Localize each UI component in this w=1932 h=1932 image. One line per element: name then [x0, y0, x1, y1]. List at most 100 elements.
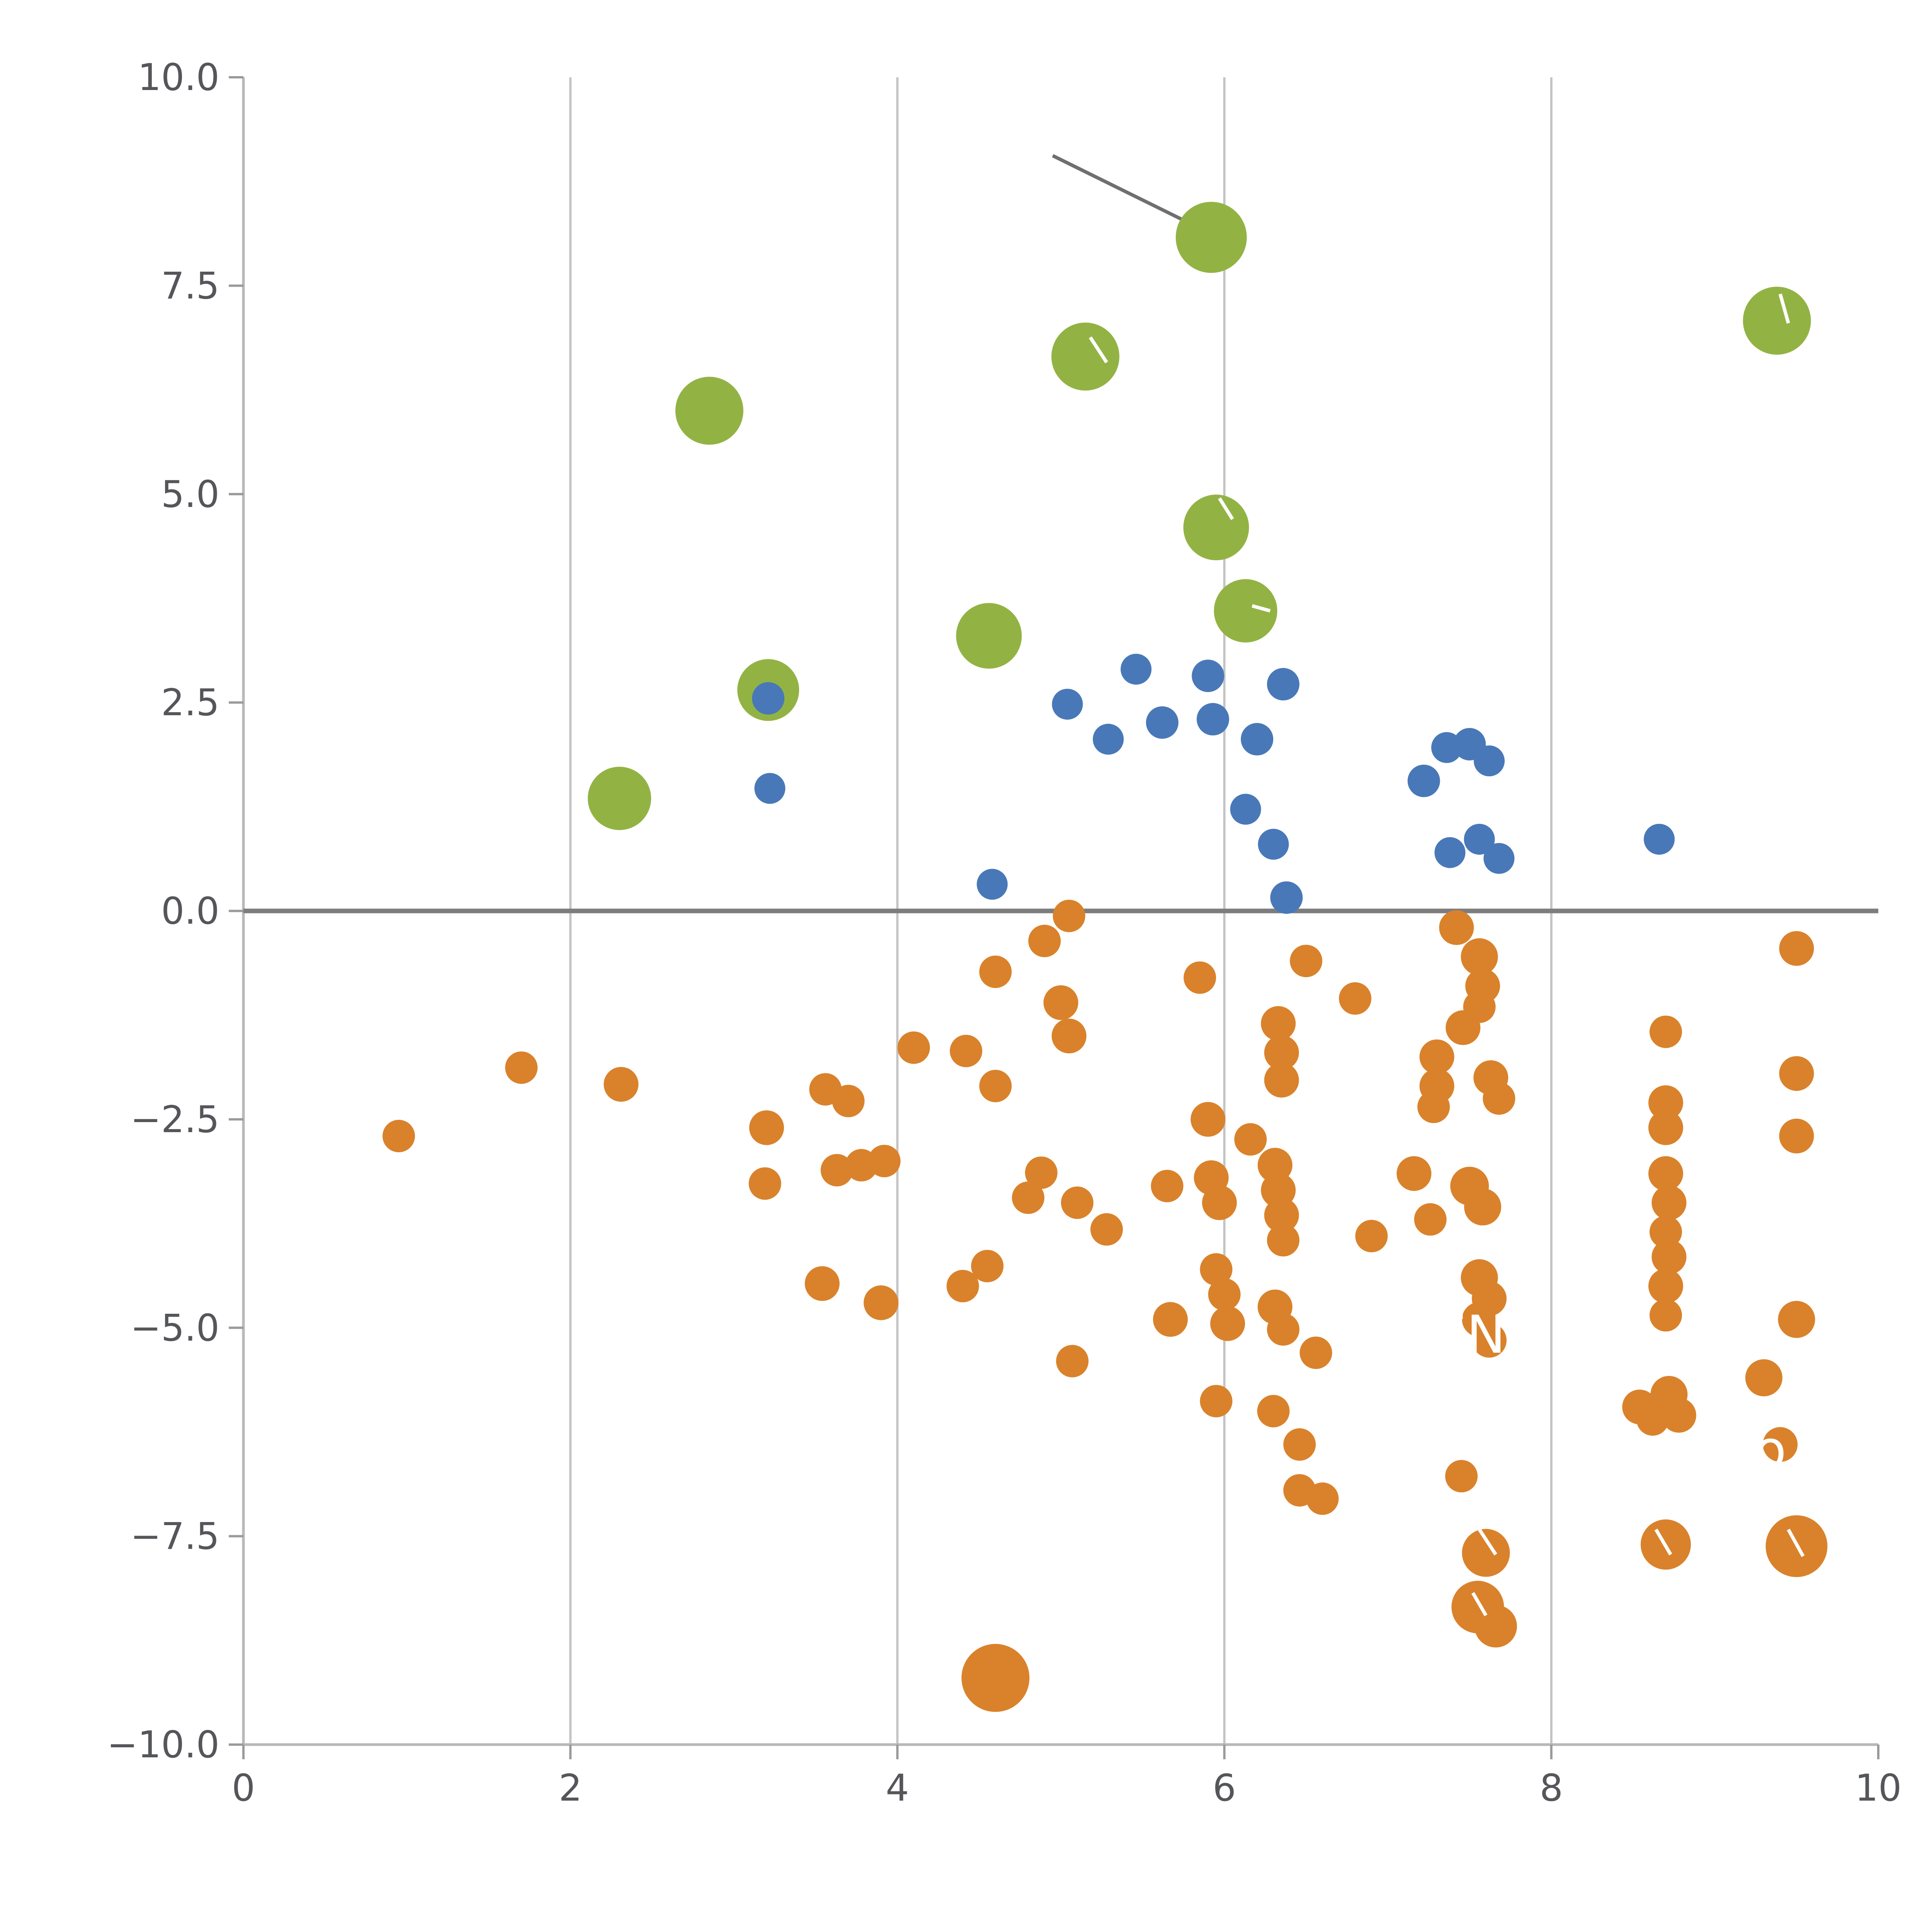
orange-point [1264, 1063, 1299, 1098]
orange-point [1028, 925, 1061, 957]
blue-point [1483, 843, 1515, 874]
orange-point [1778, 1301, 1815, 1338]
y-tick-label: −10.0 [107, 1724, 219, 1766]
blue-point [976, 869, 1008, 900]
orange-point [1061, 1186, 1094, 1219]
orange-point [1649, 1216, 1682, 1248]
x-tick-label: 8 [1540, 1767, 1563, 1810]
orange-point [1202, 1185, 1237, 1220]
orange-point [1651, 1185, 1687, 1220]
orange-point [1355, 1219, 1388, 1252]
orange-point [1648, 1156, 1683, 1191]
x-tick-label: 4 [886, 1767, 909, 1810]
orange-point [820, 1154, 853, 1187]
orange-point [1648, 1269, 1683, 1304]
orange-point [1445, 1460, 1478, 1493]
y-tick-label: 10.0 [138, 56, 219, 99]
blue-point [1093, 724, 1124, 755]
orange-point [868, 1145, 901, 1177]
orange-point [1208, 1278, 1241, 1311]
y-tick-label: −5.0 [130, 1307, 219, 1349]
blue-point [1258, 828, 1289, 860]
x-tick-label: 0 [232, 1767, 255, 1810]
orange-point [1151, 1170, 1184, 1202]
white-mark [1088, 336, 1108, 364]
orange-point [749, 1110, 784, 1145]
orange-point [1257, 1395, 1290, 1427]
orange-point [971, 1250, 1004, 1282]
y-tick-label: −2.5 [130, 1099, 219, 1141]
blue-point [1052, 689, 1083, 720]
x-tick-label: 2 [559, 1767, 582, 1810]
blue-point [1464, 823, 1495, 855]
orange-point [1053, 900, 1085, 932]
orange-point [1056, 1345, 1089, 1378]
white-mark [1654, 1529, 1672, 1556]
orange-point [1153, 1302, 1188, 1337]
orange-point [979, 1070, 1012, 1102]
orange-point [950, 1034, 983, 1067]
orange-point [1439, 910, 1474, 945]
orange-point [1417, 1090, 1450, 1123]
blue-point [1146, 706, 1179, 739]
orange-point [1396, 1156, 1432, 1191]
orange-point [1267, 1224, 1299, 1257]
y-tick-label: −7.5 [130, 1515, 219, 1558]
x-tick-label: 6 [1213, 1767, 1236, 1810]
blue-point [754, 773, 786, 804]
orange-point [748, 1167, 781, 1200]
blue-point [1267, 668, 1299, 701]
orange-point [1474, 1605, 1517, 1648]
x-tick-label: 10 [1855, 1767, 1902, 1810]
blue-point [1192, 660, 1225, 692]
orange-point [1234, 1123, 1267, 1156]
orange-point [1636, 1403, 1669, 1436]
orange-point [1299, 1336, 1332, 1369]
white-mark [1218, 497, 1234, 520]
orange-point [1779, 1056, 1814, 1091]
orange-point [1463, 990, 1496, 1023]
orange-point [1012, 1181, 1044, 1214]
green-point [1175, 202, 1247, 273]
blue-point [752, 682, 785, 715]
orange-point [382, 1120, 415, 1153]
green-point [1051, 322, 1119, 391]
orange-point [1483, 1082, 1515, 1115]
orange-point [1648, 1110, 1683, 1145]
orange-point [1267, 1313, 1299, 1346]
white-mark [1478, 1528, 1497, 1556]
orange-point [1290, 944, 1323, 977]
orange-point [1200, 1253, 1233, 1286]
white-mark [1787, 1529, 1805, 1557]
blue-point [1230, 794, 1261, 825]
orange-point [804, 1266, 840, 1301]
white-mark [1778, 293, 1790, 324]
orange-point [1414, 1203, 1447, 1236]
orange-point [864, 1285, 899, 1320]
green-point [1183, 495, 1249, 561]
blue-point [1196, 703, 1229, 736]
orange-point [505, 1051, 538, 1084]
orange-point [1261, 1006, 1296, 1041]
green-point [588, 767, 651, 830]
orange-point [1462, 1529, 1510, 1577]
orange-point [1339, 982, 1372, 1015]
blue-point [1241, 723, 1274, 756]
orange-point [1184, 961, 1216, 994]
green-point [675, 377, 743, 445]
orange-point [1763, 1427, 1798, 1462]
orange-point [604, 1067, 639, 1102]
orange-point [1306, 1482, 1339, 1515]
orange-point [1051, 1019, 1087, 1054]
y-tick-label: 7.5 [161, 265, 219, 307]
blue-point [1407, 764, 1440, 797]
orange-point [1043, 985, 1078, 1020]
text-annotation: EN [1434, 1304, 1505, 1365]
orange-point [1200, 1385, 1233, 1418]
orange-point [1745, 1359, 1782, 1396]
orange-point [1210, 1306, 1245, 1341]
orange-point [1419, 1039, 1454, 1075]
orange-point [1649, 1299, 1682, 1332]
orange-point [1190, 1102, 1226, 1137]
